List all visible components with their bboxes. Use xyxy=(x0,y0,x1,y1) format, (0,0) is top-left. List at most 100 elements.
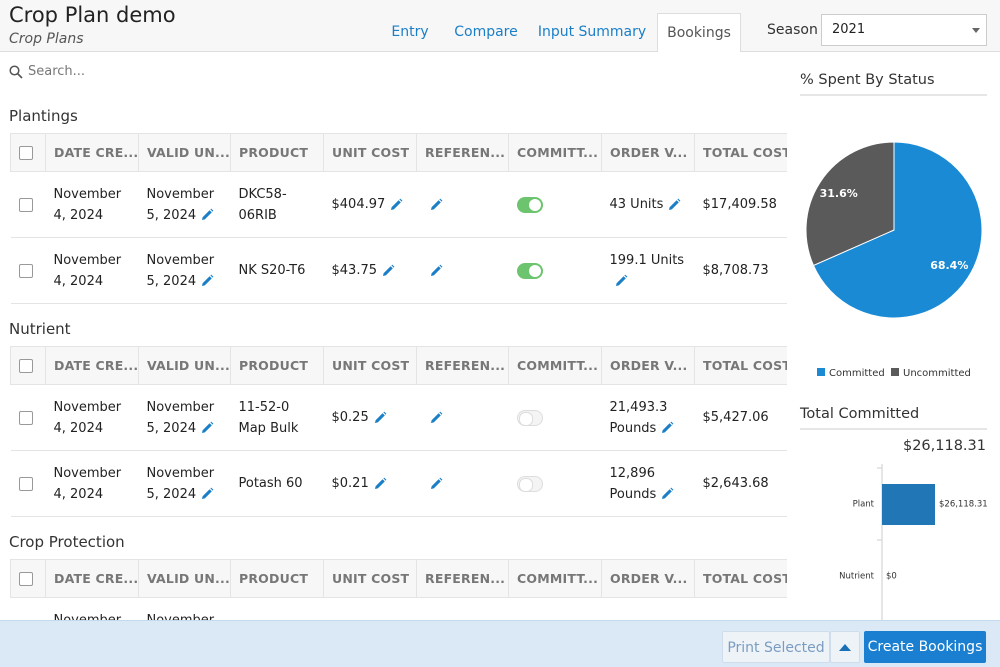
tab[interactable]: Input Summary xyxy=(537,24,647,40)
edit-icon-shape xyxy=(202,487,214,499)
column-header[interactable]: TOTAL COST xyxy=(694,559,787,598)
checkbox[interactable] xyxy=(18,263,33,278)
legend-swatch xyxy=(817,368,825,376)
edit-icon-shape xyxy=(202,274,214,286)
cell: Status(R) xyxy=(230,597,324,620)
cell: Potash 60 xyxy=(230,450,324,517)
total-cost: $2,643.68 xyxy=(702,476,769,491)
column-header[interactable]: TOTAL COST xyxy=(694,346,787,385)
bar xyxy=(882,484,935,525)
pie-slice xyxy=(805,141,895,267)
column-header[interactable]: UNIT COST xyxy=(323,133,417,172)
table-row: November 4, 2024 November 5, 2024 Potash 6… xyxy=(10,450,787,517)
checkbox[interactable] xyxy=(19,146,33,161)
valid-until: November 5, xyxy=(146,612,215,621)
edit-icon-shape xyxy=(615,274,627,286)
column-header[interactable]: REFEREN... xyxy=(416,559,509,598)
checkbox[interactable] xyxy=(18,410,33,425)
column-header[interactable]: DATE CRE... xyxy=(45,346,139,385)
committed-toggle[interactable] xyxy=(516,409,543,426)
order-value: 199.1 Units xyxy=(609,252,685,268)
checkbox[interactable] xyxy=(18,476,33,491)
tab[interactable]: Entry xyxy=(391,24,429,40)
column-header[interactable]: PRODUCT xyxy=(230,133,324,172)
column-header[interactable]: REFEREN... xyxy=(416,133,509,172)
column-header[interactable]: ORDER V... xyxy=(601,559,695,598)
print-selected-button[interactable]: Print Selected xyxy=(722,631,830,663)
committed-toggle[interactable] xyxy=(516,262,543,279)
unit-cost: $43.75 xyxy=(331,263,378,278)
committed-toggle[interactable] xyxy=(516,475,543,492)
edit-icon[interactable] xyxy=(429,477,443,491)
cell: 12,896 Pounds xyxy=(601,450,695,517)
column-header[interactable]: DATE CRE... xyxy=(45,133,139,172)
cell xyxy=(323,597,417,620)
cell xyxy=(508,597,602,620)
header-cell xyxy=(10,559,46,598)
category-label: Plant xyxy=(853,500,875,510)
edit-icon[interactable] xyxy=(373,411,387,425)
menu-toggle-button[interactable] xyxy=(830,631,860,663)
edit-icon-shape xyxy=(202,208,214,220)
column-header[interactable]: VALID UN... xyxy=(138,559,231,598)
cell xyxy=(508,237,602,304)
edit-icon[interactable] xyxy=(373,477,387,491)
section-title: Crop Protection xyxy=(9,533,125,551)
edit-icon[interactable] xyxy=(660,487,674,501)
column-header[interactable]: UNIT COST xyxy=(323,559,417,598)
column-header[interactable]: UNIT COST xyxy=(323,346,417,385)
edit-icon[interactable] xyxy=(200,421,214,435)
edit-icon[interactable] xyxy=(200,274,214,288)
edit-icon[interactable] xyxy=(381,264,395,278)
tab[interactable]: Bookings xyxy=(657,13,741,52)
edit-icon-shape xyxy=(430,198,442,210)
column-header[interactable]: PRODUCT xyxy=(230,346,324,385)
cell: 199.1 Units xyxy=(601,237,695,304)
edit-icon[interactable] xyxy=(614,274,628,288)
table-row: November 4, 2024 November 5, 2024 NK S20-T… xyxy=(10,237,787,304)
edit-icon[interactable] xyxy=(667,198,681,212)
committed-toggle[interactable] xyxy=(516,196,543,213)
legend-label: Committed xyxy=(829,368,885,379)
column-header[interactable]: COMMITT... xyxy=(508,133,602,172)
edit-icon[interactable] xyxy=(429,264,443,278)
column-header[interactable]: VALID UN... xyxy=(138,133,231,172)
cell: 322.4 xyxy=(601,597,695,620)
edit-icon[interactable] xyxy=(200,487,214,501)
checkbox[interactable] xyxy=(19,359,33,374)
chart-title: Total Committed xyxy=(799,406,919,422)
edit-icon[interactable] xyxy=(200,208,214,222)
edit-icon[interactable] xyxy=(389,198,403,212)
column-header[interactable]: PRODUCT xyxy=(230,559,324,598)
edit-icon-shape xyxy=(374,477,387,489)
column-header[interactable]: VALID UN... xyxy=(138,346,231,385)
season-select[interactable]: 2021 xyxy=(821,14,987,46)
checkbox[interactable] xyxy=(18,197,33,212)
column-header[interactable]: REFEREN... xyxy=(416,346,509,385)
cell: $5,427.06 xyxy=(694,384,787,451)
column-header[interactable]: COMMITT... xyxy=(508,346,602,385)
column-header[interactable]: COMMITT... xyxy=(508,559,602,598)
cell xyxy=(416,171,509,238)
checkbox[interactable] xyxy=(19,572,33,587)
edit-icon[interactable] xyxy=(429,198,443,212)
edit-icon[interactable] xyxy=(660,421,674,435)
cell: $0.21 xyxy=(323,450,417,517)
search[interactable]: Search... xyxy=(0,53,787,91)
edit-icon-shape xyxy=(430,264,442,276)
edit-icon-shape xyxy=(662,421,674,433)
cell: November 4, 2024 xyxy=(45,450,139,517)
column-header[interactable]: DATE CRE... xyxy=(45,559,139,598)
header-cell xyxy=(10,133,46,172)
cell: 43 Units xyxy=(601,171,695,238)
column-header[interactable]: ORDER V... xyxy=(601,346,695,385)
edit-icon[interactable] xyxy=(429,411,443,425)
unit-cost: $0.25 xyxy=(331,410,369,425)
create-bookings-button[interactable]: Create Bookings xyxy=(864,631,986,663)
tab[interactable]: Compare xyxy=(454,24,518,40)
side-panel: % Spent By Status 68.4% 31.6% Committed Unco… xyxy=(799,72,988,620)
toggle-knob xyxy=(518,411,533,426)
column-header[interactable]: ORDER V... xyxy=(601,133,695,172)
column-header[interactable]: TOTAL COST xyxy=(694,133,787,172)
date-created: November 4, xyxy=(53,612,122,621)
